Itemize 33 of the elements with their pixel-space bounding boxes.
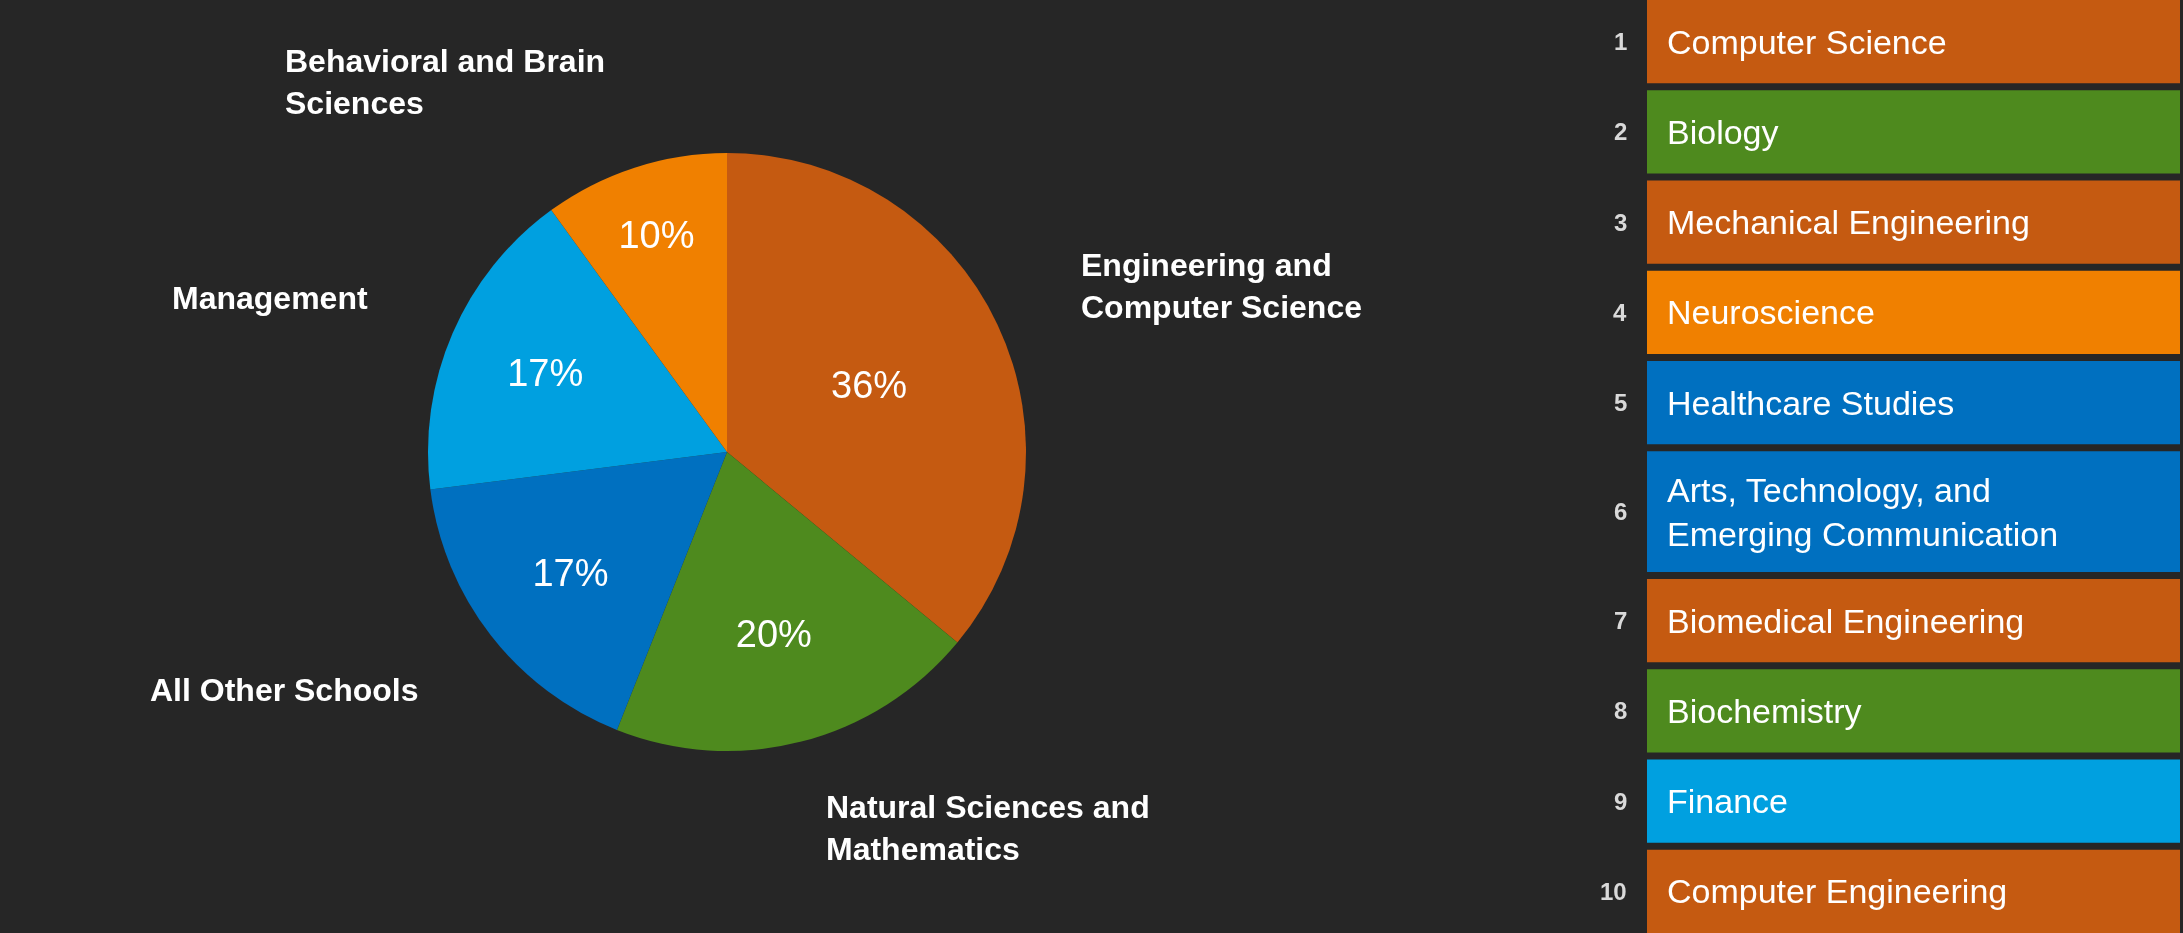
data-label: 10% <box>618 213 695 256</box>
category-label: Biology <box>1667 113 1779 151</box>
text: 7 <box>1614 607 1628 634</box>
slice-label: Natural Sciences and Mathematics <box>826 789 1150 867</box>
data-label: 17% <box>507 352 584 395</box>
category-label: Mechanical Engineering <box>1667 203 2030 241</box>
text: 5 <box>1614 389 1628 416</box>
slice-label: Behavioral and Brain Sciences <box>285 43 606 121</box>
category-label: Biochemistry <box>1667 692 1862 730</box>
category-label: Healthcare Studies <box>1667 384 1955 422</box>
text: 6 <box>1614 498 1628 525</box>
text: 4 <box>1613 299 1627 326</box>
data-label: 36% <box>831 364 908 407</box>
category-label: Computer Science <box>1667 23 1947 61</box>
text: 8 <box>1614 697 1628 724</box>
text: 2 <box>1614 118 1628 145</box>
category-label: Arts, Technology, and Emerging Communication <box>1667 471 2059 554</box>
pie-slice <box>428 210 727 490</box>
slice-label: Management <box>172 280 368 316</box>
text: 3 <box>1614 209 1628 236</box>
text: 1 <box>1614 28 1628 55</box>
pie-slice <box>616 452 958 751</box>
text: 10 <box>1600 878 1627 905</box>
category-label: Neuroscience <box>1667 293 1875 331</box>
category-label: Biomedical Engineering <box>1667 602 2025 640</box>
data-label: 20% <box>735 613 812 656</box>
category-label: Computer Engineering <box>1667 872 2008 910</box>
pie-slice <box>430 452 727 730</box>
category-label: Finance <box>1667 782 1788 820</box>
text: 9 <box>1614 788 1628 815</box>
slice-label: All Other Schools <box>150 672 419 708</box>
data-label: 17% <box>532 552 609 595</box>
slice-label: Engineering and Computer Science <box>1081 247 1362 325</box>
